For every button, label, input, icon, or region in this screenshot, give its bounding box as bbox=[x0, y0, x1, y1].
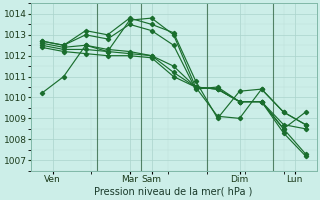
X-axis label: Pression niveau de la mer( hPa ): Pression niveau de la mer( hPa ) bbox=[94, 187, 253, 197]
